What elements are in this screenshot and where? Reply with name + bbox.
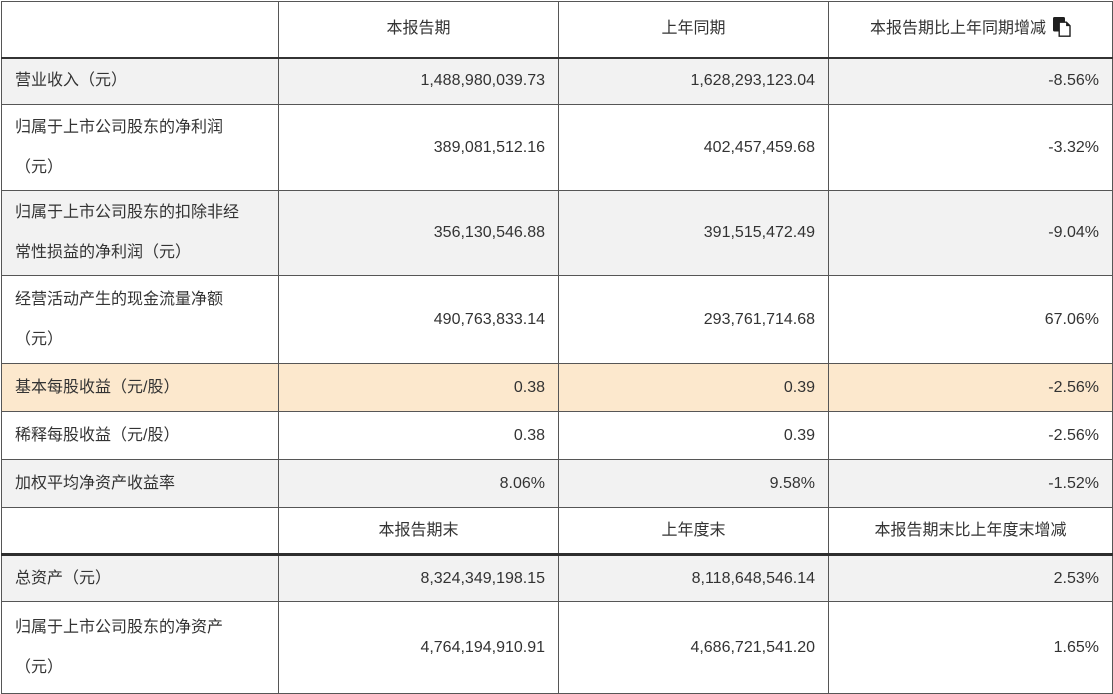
row-label: 营业收入（元）	[1, 57, 279, 105]
row-current-value: 0.38	[278, 363, 559, 412]
empty-header-cell	[1, 1, 279, 59]
row-label: 归属于上市公司股东的净资产（元）	[1, 601, 279, 694]
table-row-net-assets: 归属于上市公司股东的净资产（元） 4,764,194,910.91 4,686,…	[1, 601, 1113, 694]
row-change-value: 2.53%	[828, 554, 1113, 602]
row-label: 经营活动产生的现金流量净额（元）	[1, 275, 279, 364]
table-row-operating-cash-flow: 经营活动产生的现金流量净额（元） 490,763,833.14 293,761,…	[1, 275, 1113, 364]
row-change-value: -2.56%	[828, 363, 1113, 412]
header-current-period-end: 本报告期末	[278, 507, 559, 556]
row-current-value: 8,324,349,198.15	[278, 554, 559, 602]
row-prior-value: 4,686,721,541.20	[558, 601, 829, 694]
row-label: 基本每股收益（元/股）	[1, 363, 279, 412]
row-prior-value: 1,628,293,123.04	[558, 57, 829, 105]
row-change-value: 67.06%	[828, 275, 1113, 364]
row-change-value: -8.56%	[828, 57, 1113, 105]
row-current-value: 8.06%	[278, 459, 559, 508]
row-label: 总资产（元）	[1, 554, 279, 602]
row-prior-value: 0.39	[558, 363, 829, 412]
table-row-basic-eps: 基本每股收益（元/股） 0.38 0.39 -2.56%	[1, 363, 1113, 412]
row-prior-value: 0.39	[558, 411, 829, 460]
row-current-value: 389,081,512.16	[278, 104, 559, 191]
table-row-net-profit-excl-nonrecurring: 归属于上市公司股东的扣除非经常性损益的净利润（元） 356,130,546.88…	[1, 190, 1113, 276]
row-label: 归属于上市公司股东的扣除非经常性损益的净利润（元）	[1, 190, 279, 276]
copy-icon[interactable]	[1053, 17, 1071, 38]
row-prior-value: 8,118,648,546.14	[558, 554, 829, 602]
row-change-value: -1.52%	[828, 459, 1113, 508]
row-change-value: 1.65%	[828, 601, 1113, 694]
row-prior-value: 391,515,472.49	[558, 190, 829, 276]
header-prior-year-end: 上年度末	[558, 507, 829, 556]
row-change-value: -9.04%	[828, 190, 1113, 276]
row-label: 稀释每股收益（元/股）	[1, 411, 279, 460]
row-change-value: -2.56%	[828, 411, 1113, 460]
table-row-weighted-avg-roe: 加权平均净资产收益率 8.06% 9.58% -1.52%	[1, 459, 1113, 508]
header-prior-period: 上年同期	[558, 1, 829, 59]
row-current-value: 490,763,833.14	[278, 275, 559, 364]
table-row-net-profit: 归属于上市公司股东的净利润（元） 389,081,512.16 402,457,…	[1, 104, 1113, 191]
row-current-value: 4,764,194,910.91	[278, 601, 559, 694]
row-prior-value: 293,761,714.68	[558, 275, 829, 364]
header-period-change-label: 本报告期比上年同期增减	[869, 20, 1046, 38]
period-header-row: 本报告期 上年同期 本报告期比上年同期增减	[1, 1, 1113, 59]
header-current-period: 本报告期	[278, 1, 559, 59]
table-row-total-assets: 总资产（元） 8,324,349,198.15 8,118,648,546.14…	[1, 554, 1113, 602]
row-prior-value: 9.58%	[558, 459, 829, 508]
row-prior-value: 402,457,459.68	[558, 104, 829, 191]
period-end-header-row: 本报告期末 上年度末 本报告期末比上年度末增减	[1, 507, 1113, 556]
row-current-value: 1,488,980,039.73	[278, 57, 559, 105]
empty-header-cell	[1, 507, 279, 556]
table-row-diluted-eps: 稀释每股收益（元/股） 0.38 0.39 -2.56%	[1, 411, 1113, 460]
row-current-value: 356,130,546.88	[278, 190, 559, 276]
table-row-operating-revenue: 营业收入（元） 1,488,980,039.73 1,628,293,123.0…	[1, 57, 1113, 105]
header-period-end-change: 本报告期末比上年度末增减	[828, 507, 1113, 556]
header-period-change: 本报告期比上年同期增减	[828, 1, 1113, 59]
row-change-value: -3.32%	[828, 104, 1113, 191]
row-label: 加权平均净资产收益率	[1, 459, 279, 508]
row-label: 归属于上市公司股东的净利润（元）	[1, 104, 279, 191]
row-current-value: 0.38	[278, 411, 559, 460]
